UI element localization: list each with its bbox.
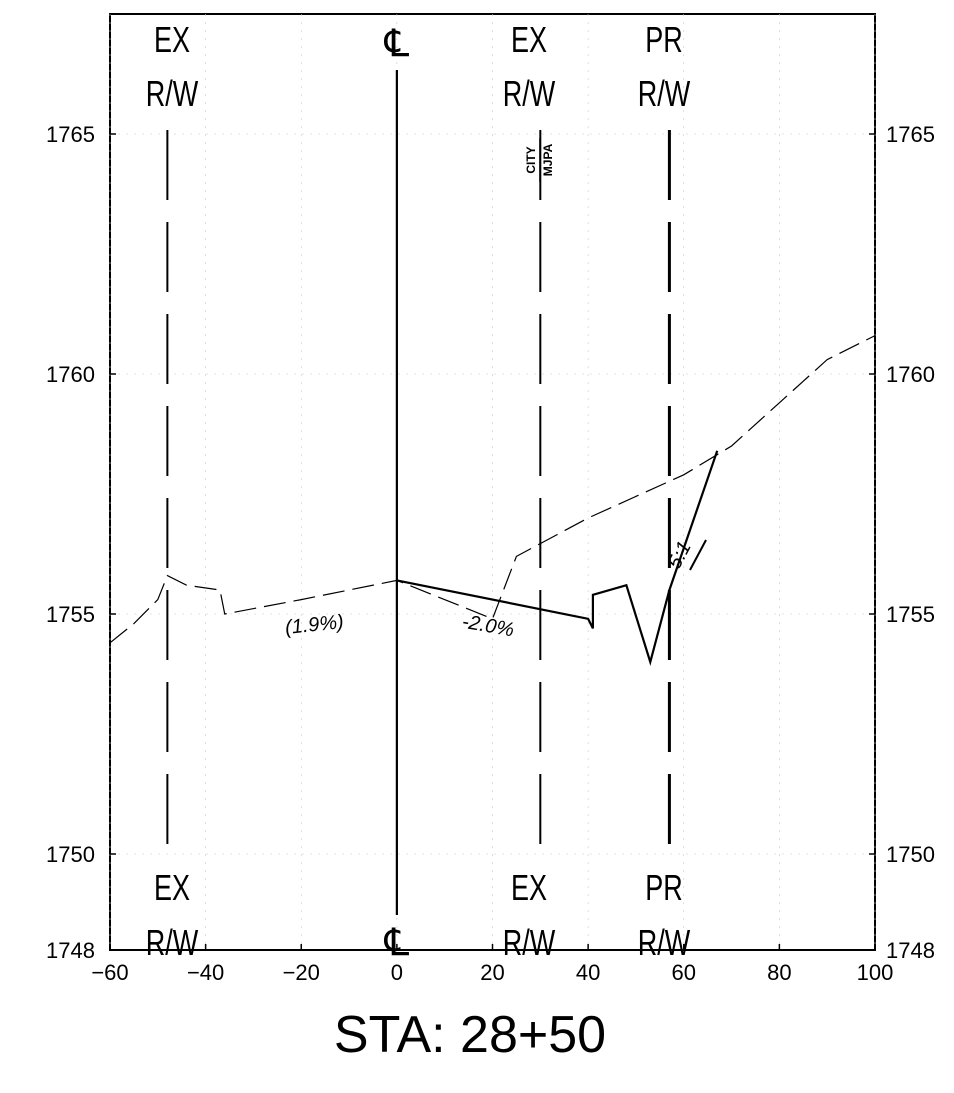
- y-tick-label-left: 1760: [46, 362, 95, 387]
- ex-rw-left-bottom-rw: R/W: [146, 922, 198, 963]
- city-mjpa-label: CITY MJPA: [524, 138, 555, 182]
- y-tick-label-right: 1760: [886, 362, 935, 387]
- x-tick-label: 80: [767, 960, 791, 985]
- existing-slope-label: (1.9%): [284, 611, 345, 639]
- proposed-slope-label: -2.0%: [460, 611, 515, 642]
- ex-rw-right-bottom-ex: EX: [511, 867, 547, 908]
- ex-rw-left-top-rw: R/W: [146, 73, 198, 114]
- y-tick-label-left: 1765: [46, 122, 95, 147]
- x-tick-label: 0: [391, 960, 403, 985]
- centerline-top-label: ℄: [384, 23, 410, 65]
- city-label: CITY: [524, 146, 538, 173]
- station-label: STA: 28+50: [334, 1006, 606, 1064]
- profile-lines: [109, 335, 876, 666]
- ex-rw-right-top-ex: EX: [511, 19, 547, 60]
- y-tick-label-right: 1750: [886, 842, 935, 867]
- right-of-way-lines: [166, 70, 671, 915]
- x-tick-label: −40: [187, 960, 224, 985]
- x-tick-label: −20: [283, 960, 320, 985]
- pr-rw-bottom-rw: R/W: [638, 922, 690, 963]
- mjpa-label: MJPA: [541, 143, 555, 176]
- side-slope-underline: [689, 539, 707, 571]
- y-tick-label-right: 1765: [886, 122, 935, 147]
- plot-frame: [109, 13, 876, 951]
- grid: [109, 14, 876, 950]
- ex-rw-right-bottom-rw: R/W: [503, 922, 555, 963]
- y-tick-label-left: 1755: [46, 602, 95, 627]
- pr-rw-top-rw: R/W: [638, 73, 690, 114]
- y-tick-label-left: 1748: [46, 938, 95, 963]
- ex-rw-left-top-ex: EX: [154, 19, 190, 60]
- y-tick-label-left: 1750: [46, 842, 95, 867]
- y-tick-label-right: 1755: [886, 602, 935, 627]
- centerline-bottom-label: ℄: [384, 922, 410, 964]
- proposed-grade-line: [396, 450, 719, 666]
- pr-rw-bottom-pr: PR: [645, 867, 682, 908]
- x-tick-label: 40: [576, 960, 600, 985]
- x-tick-label: −60: [91, 960, 128, 985]
- y-tick-label-right: 1748: [886, 938, 935, 963]
- ex-rw-right-top-rw: R/W: [503, 73, 555, 114]
- x-axis-tick-labels: −60 −40 −20 0 20 40 60 80 100: [91, 944, 893, 985]
- existing-ground-line: [109, 335, 876, 644]
- x-tick-label: 60: [672, 960, 696, 985]
- ex-rw-left-bottom-ex: EX: [154, 867, 190, 908]
- y-axis-tick-labels: 1765 1765 1760 1760 1755 1755 1750 1750 1748 1748: [46, 122, 935, 963]
- x-tick-label: 100: [857, 960, 894, 985]
- pr-rw-top-pr: PR: [645, 19, 682, 60]
- x-tick-label: 20: [480, 960, 504, 985]
